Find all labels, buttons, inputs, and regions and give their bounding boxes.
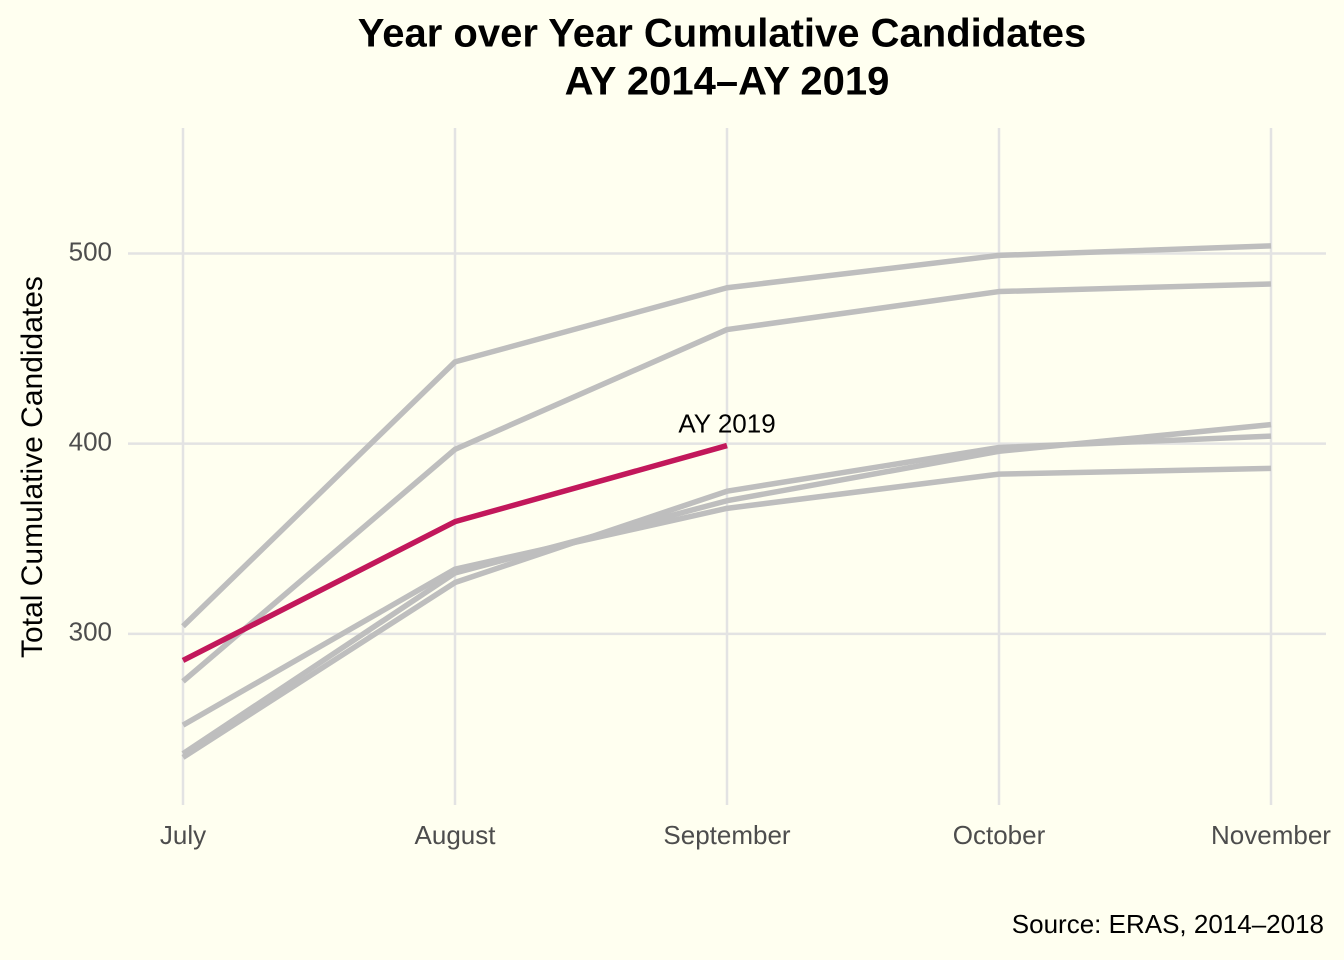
x-tick-label: July [160,820,206,850]
line-series [181,465,1272,728]
y-tick-label: 300 [69,617,112,647]
chart-title: Year over Year Cumulative Candidates [358,12,1087,56]
x-tick-label: September [663,820,791,850]
x-tick-label: August [415,820,497,850]
x-tick-label: October [953,820,1046,850]
x-tick-label: November [1211,820,1331,850]
line-series [181,433,1272,760]
y-axis-title: Total Cumulative Candidates [16,276,49,658]
line-series [181,281,1272,684]
y-tick-label: 400 [69,427,112,457]
series-label: AY 2019 [678,408,775,438]
line-series [181,442,728,663]
line-series [181,243,1272,629]
y-tick-label: 500 [69,236,112,266]
caption: Source: ERAS, 2014–2018 [1012,909,1324,939]
chart-subtitle: AY 2014–AY 2019 [565,60,890,104]
